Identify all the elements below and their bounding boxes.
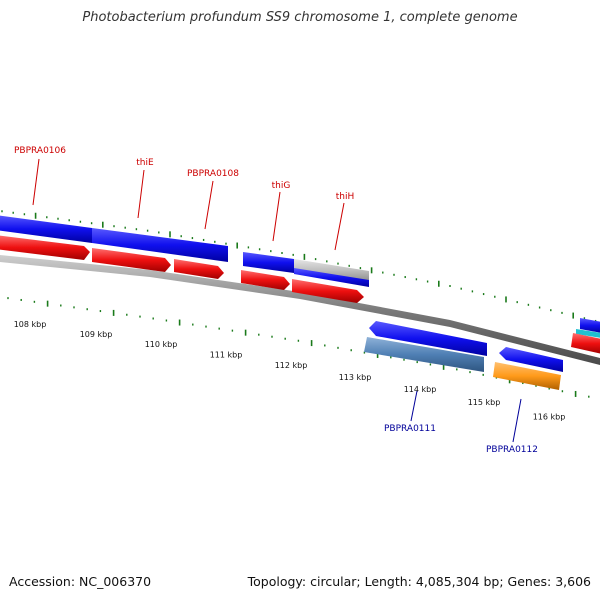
- feature-forward-8[interactable]: [0, 235, 90, 260]
- feature-forward-3[interactable]: [243, 252, 294, 273]
- coordinate-label: 112 kbp: [275, 361, 308, 370]
- feature-forward-9[interactable]: [92, 248, 171, 272]
- gene-label-pbpra0108[interactable]: PBPRA0108: [187, 169, 239, 179]
- feature-forward-10[interactable]: [174, 259, 224, 279]
- feature-reverse-2[interactable]: [499, 347, 563, 372]
- feature-reverse-4[interactable]: [493, 362, 561, 390]
- coordinate-label: 114 kbp: [404, 385, 437, 394]
- gene-label-thie[interactable]: thiE: [136, 158, 154, 168]
- feature-forward-5[interactable]: [294, 268, 369, 287]
- feature-forward-2[interactable]: [92, 228, 228, 262]
- leader-line: [204, 180, 214, 230]
- leader-line: [410, 390, 418, 422]
- coordinate-label: 110 kbp: [145, 340, 178, 349]
- coordinate-label: 108 kbp: [14, 320, 47, 329]
- coordinate-labels: 108 kbp 109 kbp 110 kbp 111 kbp 112 kbp 113 k…: [14, 320, 566, 421]
- accession-text: Accession: NC_006370: [9, 574, 152, 589]
- coordinate-label: 113 kbp: [339, 373, 372, 382]
- coordinate-label: 116 kbp: [533, 412, 566, 421]
- feature-reverse-1[interactable]: [369, 321, 487, 356]
- map-title: Photobacterium profundum SS9 chromosome …: [82, 10, 518, 25]
- leader-line: [137, 169, 145, 219]
- feature-forward-1[interactable]: [0, 215, 92, 243]
- feature-forward-6[interactable]: [580, 318, 600, 333]
- feature-forward-7[interactable]: [576, 329, 600, 338]
- feature-reverse-3[interactable]: [364, 337, 484, 372]
- feature-forward-13[interactable]: [571, 333, 600, 354]
- feature-forward-11[interactable]: [241, 270, 290, 290]
- leader-line: [32, 158, 40, 206]
- coordinate-label: 109 kbp: [80, 330, 113, 339]
- coordinate-label: 115 kbp: [468, 398, 501, 407]
- feature-forward-12[interactable]: [292, 279, 364, 303]
- tick-ring-outer: [1, 210, 597, 322]
- leader-line: [272, 191, 281, 242]
- tick-ring-inner: [7, 297, 590, 398]
- coordinate-label: 111 kbp: [210, 350, 243, 359]
- leader-line: [512, 398, 522, 443]
- gene-label-thig[interactable]: thiG: [272, 181, 291, 191]
- gene-label-pbpra0106[interactable]: PBPRA0106: [14, 146, 66, 156]
- gene-label-pbpra0112[interactable]: PBPRA0112: [486, 445, 538, 455]
- genome-summary-text: Topology: circular; Length: 4,085,304 bp…: [247, 574, 591, 589]
- gene-label-thih[interactable]: thiH: [336, 192, 355, 202]
- feature-forward-4[interactable]: [294, 259, 369, 282]
- leader-line: [334, 202, 345, 251]
- gene-label-pbpra0111[interactable]: PBPRA0111: [384, 424, 436, 434]
- chromosome-backbone: [0, 255, 600, 365]
